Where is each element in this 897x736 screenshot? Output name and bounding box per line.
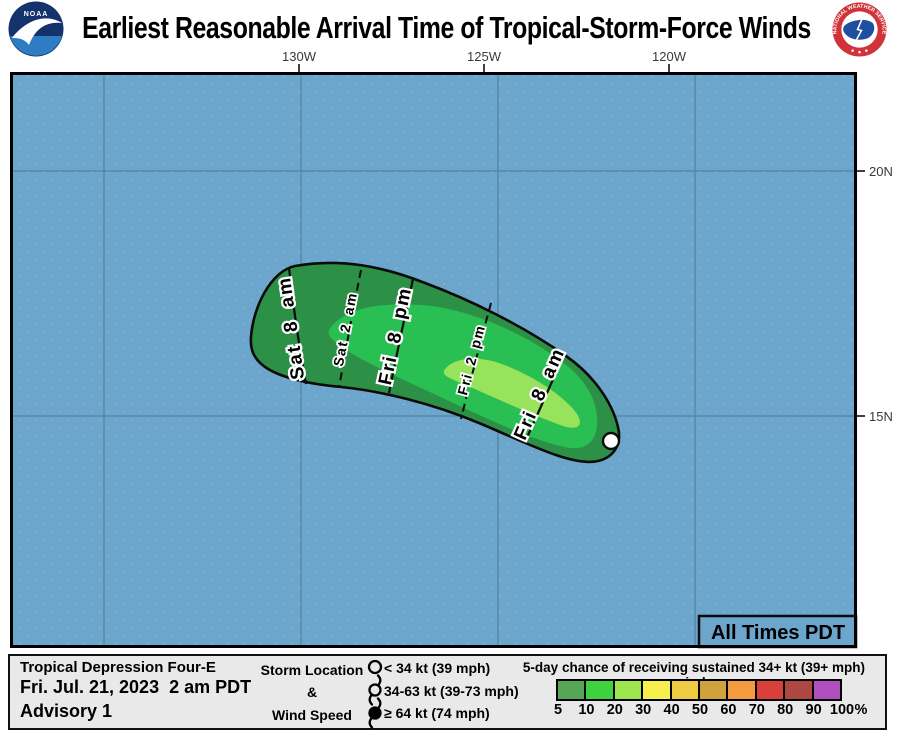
colorbar-segment (756, 681, 786, 699)
scale-unit: % (854, 702, 868, 718)
colorbar-segment (785, 681, 814, 699)
colorbar-segment (643, 681, 672, 699)
isochrone-line-dashed (460, 302, 492, 420)
scale-label: 40 (663, 702, 680, 718)
swath-inner-band (443, 358, 580, 428)
noaa-bird-icon (12, 18, 62, 45)
storm-name: Tropical Depression Four-E (20, 659, 216, 676)
advisory-number: Advisory 1 (20, 701, 113, 721)
wind-speed-label-hurricane: ≥ 64 kt (74 mph) (384, 705, 490, 721)
storm-symbols (367, 659, 383, 729)
symbol-key-header-1: Storm Location (260, 662, 364, 678)
legend-bar: Tropical Depression Four-E Fri. Jul. 21,… (8, 654, 887, 730)
noaa-logo: NOAA (8, 1, 64, 57)
lat-tick-label: 20N (869, 164, 893, 179)
isochrone-line-solid (523, 351, 567, 443)
scale-label: 20 (606, 702, 623, 718)
lat-tick-label: 15N (869, 409, 893, 424)
colorbar-segment (586, 681, 615, 699)
isochrone-line-solid (287, 267, 308, 385)
all-times-label: All Times PDT (711, 622, 845, 644)
colorbar-segment (614, 681, 644, 699)
scale-label: 10 (578, 702, 595, 718)
colorbar-segment (700, 681, 729, 699)
scale-label: 5 (553, 702, 563, 718)
open-circle-icon (367, 659, 383, 675)
lon-tick-label: 130W (282, 49, 317, 64)
noaa-logo-text: NOAA (24, 11, 49, 18)
longitude-ticks: 130W 125W 120W (282, 49, 687, 72)
probability-colorbar (556, 679, 842, 701)
wind-speed-label-ts: 34-63 kt (39-73 mph) (384, 683, 519, 699)
nws-dot (858, 50, 861, 54)
latitude-ticks: 20N 15N (857, 164, 893, 424)
nws-dot (851, 49, 854, 52)
isochrone-line-solid (387, 278, 415, 394)
scale-label: 70 (748, 702, 765, 718)
isochrone-lines (287, 267, 567, 443)
scale-label: 80 (777, 702, 794, 718)
symbol-key-header-3: Wind Speed (272, 707, 352, 723)
colorbar-segment (558, 681, 587, 699)
noaa-logo-sea (10, 36, 62, 56)
arrival-swath: Sat 8 am Sat 2 am Fri 8 pm Fri 2 pm Fri … (249, 261, 621, 464)
colorbar-segment (728, 681, 757, 699)
wind-speed-label-ts-less: < 34 kt (39 mph) (384, 660, 491, 676)
map-border (10, 72, 857, 648)
scale-label: 60 (720, 702, 737, 718)
colorbar-segment (813, 681, 841, 699)
scale-label: 50 (691, 702, 709, 718)
nws-logo: NATIONAL WEATHER SERVICE (832, 2, 887, 57)
probability-scale-labels: 5 10 20 30 40 50 60 70 80 90 100% (554, 702, 878, 720)
scale-label: 30 (635, 702, 652, 718)
forecast-map: 130W 125W 120W 20N 15N (10, 49, 893, 649)
nws-dot (865, 49, 868, 52)
isochrone-line-dashed (338, 269, 362, 389)
title-row: Earliest Reasonable Arrival Time of Trop… (64, 2, 830, 54)
scale-label: 90 (805, 702, 822, 718)
lon-tick-label: 120W (652, 49, 687, 64)
page-title: Earliest Reasonable Arrival Time of Trop… (82, 10, 812, 45)
symbol-key-header-2: & (306, 684, 318, 700)
advisory-datetime: Fri. Jul. 21, 2023 2 am PDT (20, 677, 252, 697)
nws-lightning-icon (853, 15, 865, 44)
scale-label: 100 (829, 702, 855, 718)
colorbar-segment (671, 681, 701, 699)
lon-tick-label: 125W (467, 49, 502, 64)
tropical-storm-icon (368, 674, 382, 706)
hurricane-icon (368, 697, 382, 729)
storm-location-marker (601, 431, 621, 451)
all-times-box: All Times PDT (697, 614, 858, 649)
